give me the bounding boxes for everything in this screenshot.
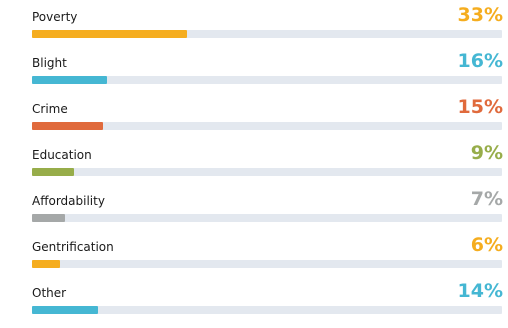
- bar-track: [32, 122, 502, 130]
- bar-track: [32, 306, 502, 314]
- bar: [32, 122, 103, 130]
- value-label: 9%: [470, 142, 503, 164]
- category-label: Affordability: [32, 194, 105, 208]
- value-label: 15%: [457, 96, 503, 118]
- chart-row: Blight 16%: [0, 46, 508, 92]
- value-label: 6%: [470, 234, 503, 256]
- value-label: 16%: [457, 50, 503, 72]
- bar-track: [32, 76, 502, 84]
- chart-row: Crime 15%: [0, 92, 508, 138]
- category-label: Blight: [32, 56, 67, 70]
- value-label: 33%: [457, 4, 503, 26]
- chart-row: Poverty 33%: [0, 0, 508, 46]
- bar: [32, 76, 108, 84]
- bar: [32, 30, 188, 38]
- bar: [32, 214, 65, 222]
- category-label: Poverty: [32, 10, 78, 24]
- value-label: 7%: [470, 188, 503, 210]
- category-label: Crime: [32, 102, 68, 116]
- bar: [32, 260, 61, 268]
- bar-track: [32, 30, 502, 38]
- category-label: Education: [32, 148, 92, 162]
- category-label: Gentrification: [32, 240, 114, 254]
- bar-track: [32, 168, 502, 176]
- chart-row: Education 9%: [0, 138, 508, 184]
- bar: [32, 168, 75, 176]
- category-label: Other: [32, 286, 67, 300]
- chart-row: Other 14%: [0, 276, 508, 322]
- bar: [32, 306, 98, 314]
- chart-row: Affordability 7%: [0, 184, 508, 230]
- chart-row: Gentrification 6%: [0, 230, 508, 276]
- value-label: 14%: [457, 280, 503, 302]
- bar-track: [32, 214, 502, 222]
- bar-track: [32, 260, 502, 268]
